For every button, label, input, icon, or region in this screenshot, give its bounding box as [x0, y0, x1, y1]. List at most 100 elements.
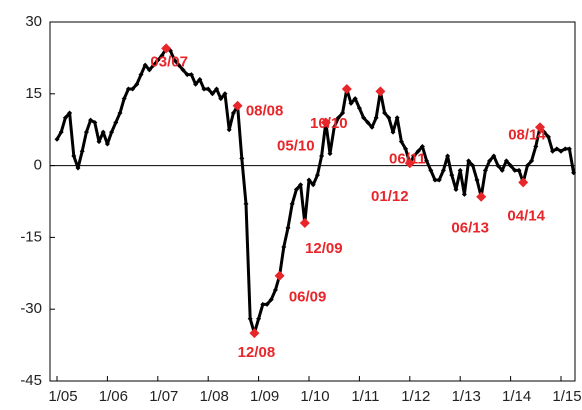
- point: [230, 110, 236, 116]
- point: [88, 117, 94, 123]
- point: [482, 167, 488, 173]
- annotation: 08/14: [508, 126, 546, 143]
- point: [151, 62, 157, 68]
- x-tick-label: 1/14: [502, 388, 531, 405]
- x-tick-label: 1/13: [452, 388, 481, 405]
- point: [327, 151, 333, 157]
- point: [247, 316, 253, 322]
- x-tick-label: 1/11: [351, 388, 379, 405]
- point: [155, 57, 161, 63]
- y-tick-label: 0: [34, 157, 42, 174]
- point: [306, 177, 312, 183]
- point: [180, 67, 186, 73]
- point: [92, 120, 98, 126]
- point: [436, 177, 442, 183]
- point: [314, 172, 320, 178]
- point: [138, 72, 144, 78]
- point: [457, 167, 463, 173]
- point: [369, 124, 375, 130]
- point: [516, 167, 522, 173]
- point: [331, 124, 337, 130]
- highlight-point: [274, 270, 285, 281]
- point: [79, 148, 85, 154]
- point: [558, 148, 564, 154]
- point: [470, 163, 476, 169]
- point: [499, 167, 505, 173]
- point: [197, 76, 203, 82]
- point: [117, 110, 123, 116]
- point: [83, 129, 89, 135]
- point: [487, 158, 493, 164]
- point: [268, 297, 274, 303]
- point: [172, 57, 178, 63]
- point: [184, 72, 190, 78]
- point: [398, 139, 404, 145]
- point: [310, 182, 316, 188]
- highlight-point: [299, 218, 310, 229]
- point: [239, 155, 245, 161]
- annotation: 04/14: [507, 207, 545, 224]
- point: [218, 96, 224, 102]
- point: [382, 110, 388, 116]
- point: [54, 136, 60, 142]
- y-tick-label: -15: [20, 228, 42, 245]
- point: [390, 129, 396, 135]
- point: [272, 287, 278, 293]
- point: [491, 153, 497, 159]
- annotation: 01/12: [371, 188, 409, 205]
- highlight-point: [476, 191, 487, 202]
- highlight-point: [341, 84, 352, 95]
- x-tick-label: 1/15: [552, 388, 581, 405]
- annotation: 05/10: [277, 137, 315, 154]
- series-line: [55, 46, 576, 335]
- point: [109, 129, 115, 135]
- point: [352, 96, 358, 102]
- point: [403, 146, 409, 152]
- point: [281, 244, 287, 250]
- x-tick-label: 1/08: [200, 388, 229, 405]
- point: [386, 115, 392, 121]
- point: [75, 165, 81, 171]
- point: [524, 163, 530, 169]
- highlight-point: [232, 100, 243, 111]
- point: [100, 129, 106, 135]
- highlight-point: [518, 177, 529, 188]
- point: [121, 96, 127, 102]
- point: [205, 86, 211, 92]
- point: [365, 120, 371, 126]
- x-tick-label: 1/10: [300, 388, 329, 405]
- point: [562, 146, 568, 152]
- point: [411, 153, 417, 159]
- highlight-point: [375, 86, 386, 97]
- annotation: 12/08: [238, 344, 276, 361]
- point: [188, 72, 194, 78]
- point: [264, 301, 270, 307]
- annotation: 12/09: [305, 240, 343, 257]
- point: [193, 81, 199, 87]
- point: [449, 172, 455, 178]
- x-tick-label: 1/05: [48, 388, 77, 405]
- point: [222, 91, 228, 97]
- highlight-point: [320, 117, 331, 128]
- point: [512, 167, 518, 173]
- point: [440, 167, 446, 173]
- point: [533, 143, 539, 149]
- point: [62, 115, 68, 121]
- point: [495, 163, 501, 169]
- x-tick-label: 1/07: [149, 388, 178, 405]
- point: [96, 139, 102, 145]
- point: [554, 146, 560, 152]
- y-tick-label: -30: [20, 300, 42, 317]
- point: [503, 158, 509, 164]
- point: [550, 148, 556, 154]
- point: [571, 170, 577, 176]
- point: [260, 301, 266, 307]
- point: [209, 91, 215, 97]
- point: [415, 148, 421, 154]
- point: [134, 81, 140, 87]
- point: [226, 127, 232, 133]
- point: [432, 177, 438, 183]
- point: [146, 67, 152, 73]
- y-tick-label: 30: [25, 13, 42, 30]
